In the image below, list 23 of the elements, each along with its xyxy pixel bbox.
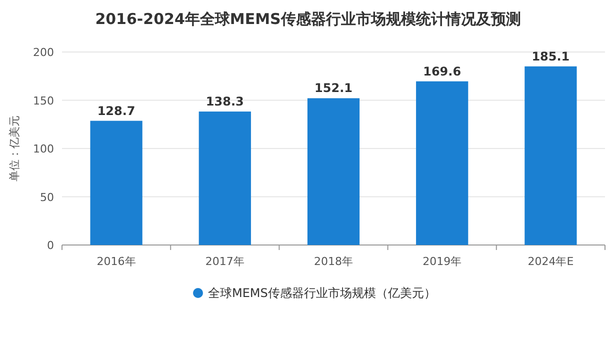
bar — [198, 112, 251, 245]
x-tick-label: 2016年 — [96, 255, 136, 268]
data-label: 128.7 — [97, 104, 136, 118]
y-axis-title: 单位：亿美元 — [8, 116, 21, 182]
y-tick-label: 0 — [47, 239, 54, 252]
legend-label: 全球MEMS传感器行业市场规模（亿美元） — [208, 286, 436, 300]
data-label: 185.1 — [532, 49, 570, 64]
x-tick-label: 2019年 — [422, 255, 462, 268]
y-tick-label: 200 — [33, 46, 54, 59]
data-label: 169.6 — [423, 64, 462, 78]
bar — [307, 98, 360, 245]
x-tick-label: 2018年 — [314, 255, 353, 268]
x-tick-label: 2017年 — [205, 255, 244, 268]
data-label: 152.1 — [314, 81, 352, 96]
bar — [90, 120, 142, 245]
y-tick-label: 150 — [33, 94, 54, 108]
y-tick-label: 100 — [33, 142, 54, 156]
chart-title: 2016-2024年全球MEMS传感器行业市场规模统计情况及预测 — [95, 10, 521, 28]
y-tick-label: 50 — [40, 190, 54, 204]
bar — [416, 81, 468, 245]
data-label: 138.3 — [206, 94, 244, 109]
x-tick-label: 2024年E — [528, 255, 574, 268]
bar — [524, 66, 577, 245]
